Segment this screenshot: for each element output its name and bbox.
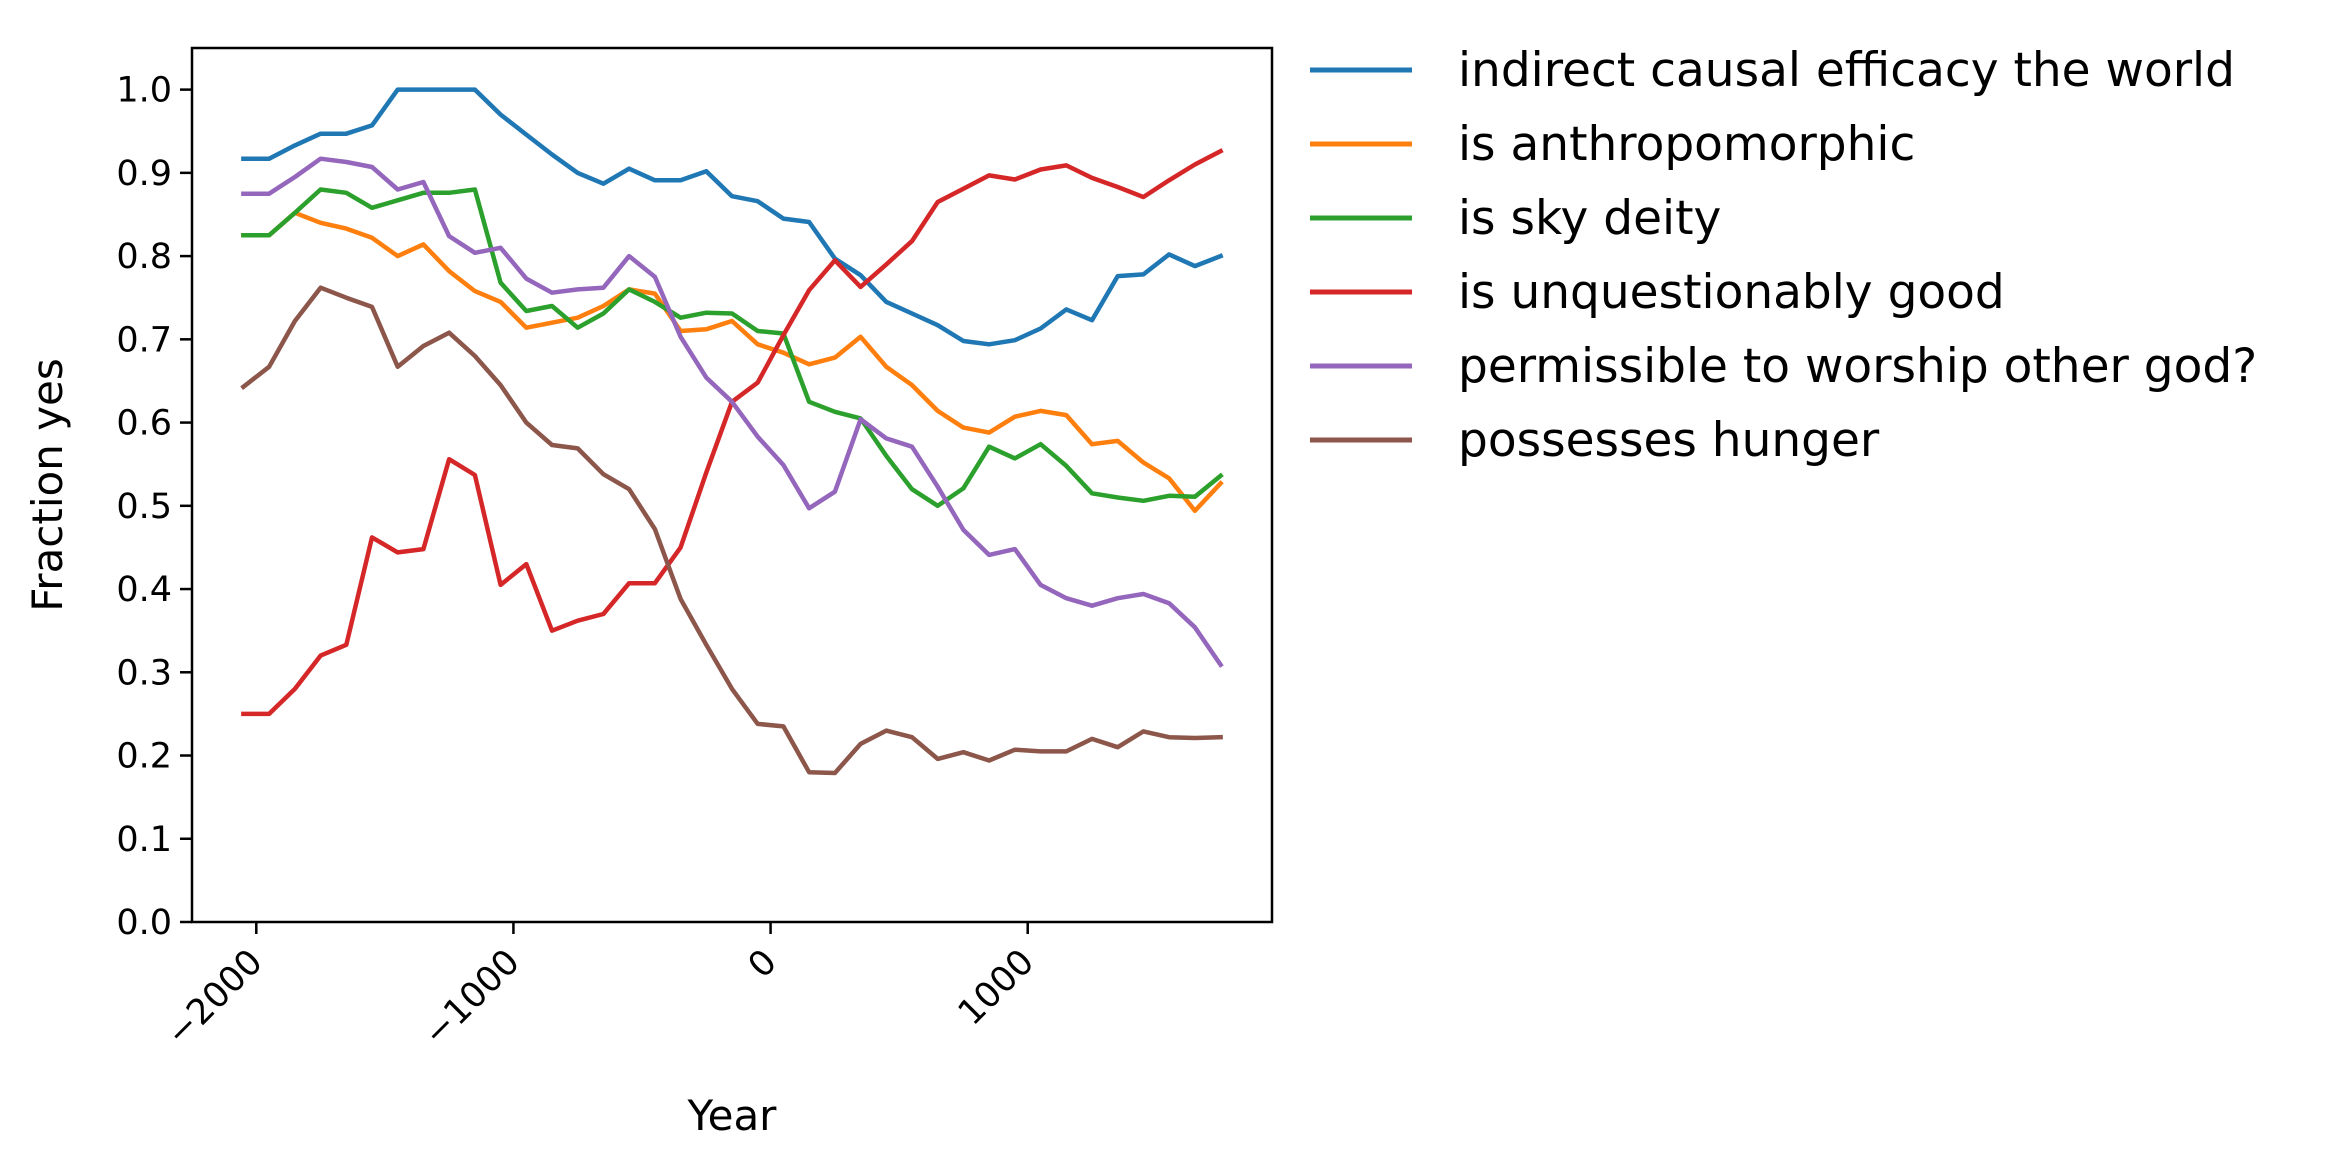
x-tick-label: 0	[741, 942, 785, 986]
series-line-1	[241, 87, 1224, 347]
plot-area-frame	[190, 46, 1274, 924]
series-line-5	[241, 156, 1224, 668]
legend-label: is sky deity	[1458, 191, 1721, 246]
y-tick-label: 0.3	[116, 653, 172, 693]
series-line-3	[241, 187, 1224, 509]
series-line-6	[240, 285, 1223, 776]
x-tick-label: 1000	[951, 942, 1042, 1033]
y-tick-label: 0.6	[116, 404, 172, 444]
y-tick-label: 1.0	[116, 71, 172, 111]
y-tick-label: 0.9	[116, 154, 172, 194]
series-line-4	[241, 148, 1224, 717]
y-tick-label: 0.5	[116, 487, 172, 527]
series-line-2	[241, 210, 1224, 514]
series-layer	[240, 87, 1224, 776]
legend: indirect causal efficacy the world is ant…	[1310, 43, 2257, 468]
legend-label: indirect causal efficacy the world	[1458, 43, 2235, 98]
y-tick-label: 0.8	[116, 237, 172, 277]
x-tick-label: −2000	[159, 942, 271, 1054]
legend-label: possesses hunger	[1458, 413, 1880, 468]
legend-label: is unquestionably good	[1458, 265, 2005, 320]
y-tick-label: 0.1	[116, 820, 172, 860]
y-tick-label: 0.4	[116, 570, 172, 610]
y-tick-label: 0.7	[116, 320, 172, 360]
legend-label: permissible to worship other god?	[1458, 339, 2257, 394]
y-tick-label: 0.2	[116, 737, 172, 777]
x-axis-title: Year	[687, 1091, 778, 1140]
y-axis-title: Fraction yes	[23, 358, 72, 612]
y-tick-label: 0.0	[116, 903, 172, 943]
axes-layer: 0.0 0.1 0.2 0.3 0.4 0.5 0.6 0.7 0.8 0.9 1.0 −2000 −1…	[116, 71, 1042, 1054]
x-tick-label: −1000	[416, 942, 528, 1054]
legend-label: is anthropomorphic	[1458, 117, 1915, 172]
